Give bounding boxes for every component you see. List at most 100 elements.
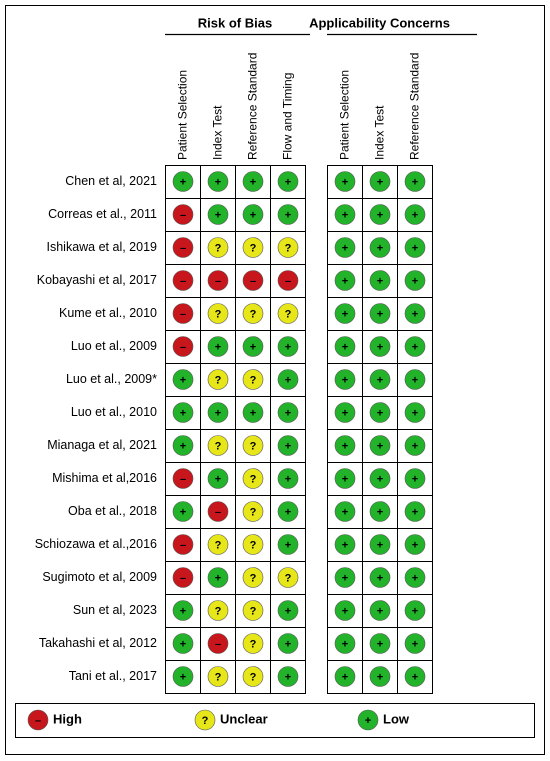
judgment-circle: [242, 204, 264, 225]
judgment-symbol: ?: [215, 374, 222, 386]
judgment-circle: [404, 369, 426, 390]
judgment-symbol: +: [215, 572, 221, 584]
judgment-circle: [404, 501, 426, 522]
judgment-circle: [207, 468, 229, 489]
judgment-symbol: ?: [250, 506, 257, 518]
judgment-circle: [369, 303, 391, 324]
legend-label: Unclear: [220, 711, 268, 726]
study-name: Kume et al., 2010: [59, 306, 157, 320]
judgment-symbol: +: [377, 176, 383, 188]
judgment-symbol: +: [180, 605, 186, 617]
judgment-circle: [277, 666, 299, 687]
judgment-symbol: –: [180, 539, 186, 551]
judgment-symbol: +: [377, 308, 383, 320]
judgment-circle: [404, 336, 426, 357]
judgment-symbol: ?: [250, 308, 257, 320]
judgment-symbol: +: [377, 539, 383, 551]
judgment-circle: [334, 336, 356, 357]
judgment-circle: [207, 402, 229, 423]
judgment-circle: [207, 369, 229, 390]
judgment-symbol: ?: [215, 671, 222, 683]
judgment-circle: [404, 633, 426, 654]
judgment-circle: [334, 369, 356, 390]
judgment-symbol: +: [180, 506, 186, 518]
legend-box: [15, 703, 535, 738]
judgment-symbol: +: [412, 275, 418, 287]
judgment-symbol: +: [250, 341, 256, 353]
judgment-symbol: +: [342, 308, 348, 320]
judgment-circle: [334, 204, 356, 225]
judgment-circle: [207, 534, 229, 555]
column-header: Reference Standard: [246, 53, 260, 160]
study-name: Mishima et al,2016: [52, 471, 157, 485]
judgment-circle: [369, 468, 391, 489]
judgment-circle: [242, 600, 264, 621]
judgment-symbol: +: [250, 176, 256, 188]
judgment-symbol: ?: [215, 440, 222, 452]
judgment-symbol: +: [412, 341, 418, 353]
judgment-circle: [369, 204, 391, 225]
judgment-circle: [334, 171, 356, 192]
judgment-symbol: +: [412, 308, 418, 320]
judgment-symbol: +: [377, 605, 383, 617]
judgment-circle: [404, 666, 426, 687]
judgment-circle: [334, 402, 356, 423]
legend-label: High: [53, 711, 82, 726]
judgment-circle: [242, 369, 264, 390]
judgment-symbol: +: [342, 605, 348, 617]
judgment-circle: [277, 171, 299, 192]
column-header: Reference Standard: [408, 53, 422, 160]
judgment-symbol: +: [412, 209, 418, 221]
judgment-circle: [172, 666, 194, 687]
judgment-circle: [369, 567, 391, 588]
judgment-symbol: +: [412, 440, 418, 452]
judgment-circle: [277, 633, 299, 654]
judgment-circle: [194, 709, 216, 731]
judgment-symbol: +: [342, 242, 348, 254]
judgment-circle: [357, 709, 379, 731]
outer-border: [5, 5, 545, 755]
study-name: Chen et al, 2021: [65, 174, 157, 188]
judgment-circle: [334, 600, 356, 621]
judgment-symbol: +: [412, 242, 418, 254]
judgment-symbol: –: [215, 275, 221, 287]
judgment-circle: [404, 567, 426, 588]
judgment-circle: [172, 369, 194, 390]
study-name: Luo et al., 2010: [71, 405, 157, 419]
judgment-circle: [369, 171, 391, 192]
judgment-circle: [369, 237, 391, 258]
judgment-symbol: ?: [215, 242, 222, 254]
judgment-symbol: ?: [250, 242, 257, 254]
study-name: Oba et al., 2018: [68, 504, 157, 518]
judgment-circle: [207, 303, 229, 324]
judgment-symbol: +: [412, 539, 418, 551]
judgment-symbol: +: [285, 506, 291, 518]
judgment-circle: [242, 270, 264, 291]
judgment-symbol: +: [180, 638, 186, 650]
judgment-symbol: –: [215, 638, 221, 650]
column-header: Patient Selection: [338, 70, 352, 160]
judgment-circle: [172, 468, 194, 489]
judgment-symbol: +: [342, 341, 348, 353]
judgment-symbol: +: [285, 671, 291, 683]
legend-label: Low: [383, 711, 410, 726]
judgment-symbol: –: [180, 308, 186, 320]
judgment-circle: [207, 501, 229, 522]
judgment-symbol: ?: [215, 605, 222, 617]
judgment-symbol: +: [342, 209, 348, 221]
judgment-symbol: ?: [250, 473, 257, 485]
judgment-symbol: +: [377, 242, 383, 254]
judgment-circle: [404, 204, 426, 225]
judgment-circle: [172, 204, 194, 225]
judgment-circle: [242, 336, 264, 357]
judgment-symbol: –: [250, 275, 256, 287]
judgment-symbol: –: [215, 506, 221, 518]
judgment-circle: [334, 435, 356, 456]
judgment-symbol: +: [377, 341, 383, 353]
judgment-symbol: ?: [250, 374, 257, 386]
judgment-circle: [277, 567, 299, 588]
judgment-circle: [369, 435, 391, 456]
judgment-symbol: +: [250, 407, 256, 419]
judgment-circle: [277, 303, 299, 324]
